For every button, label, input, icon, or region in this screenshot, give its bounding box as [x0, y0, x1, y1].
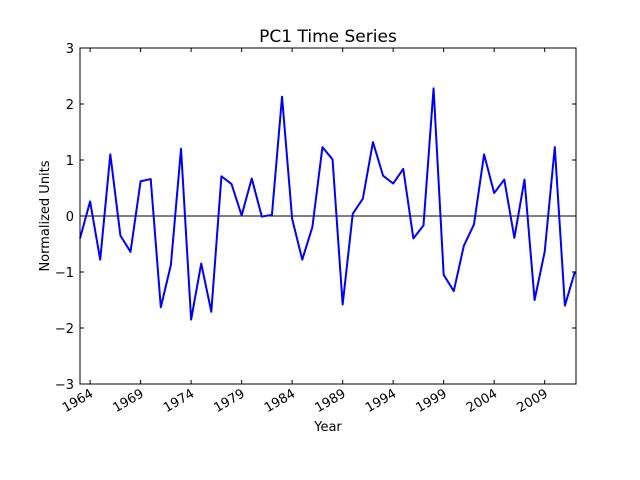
y-tick-label: 1: [66, 154, 74, 169]
y-tick-label: −3: [55, 378, 74, 393]
y-tick-label: −1: [55, 266, 74, 281]
chart-title: PC1 Time Series: [259, 27, 397, 47]
y-tick-label: 3: [66, 42, 74, 57]
y-axis-label: Normalized Units: [38, 160, 53, 271]
plot-area: [79, 87, 576, 321]
series-line-1: [79, 87, 576, 321]
x-axis-label: Year: [313, 420, 342, 435]
y-tick-label: 2: [66, 98, 74, 113]
y-tick-label: −2: [55, 322, 74, 337]
y-tick-label: 0: [66, 210, 74, 225]
